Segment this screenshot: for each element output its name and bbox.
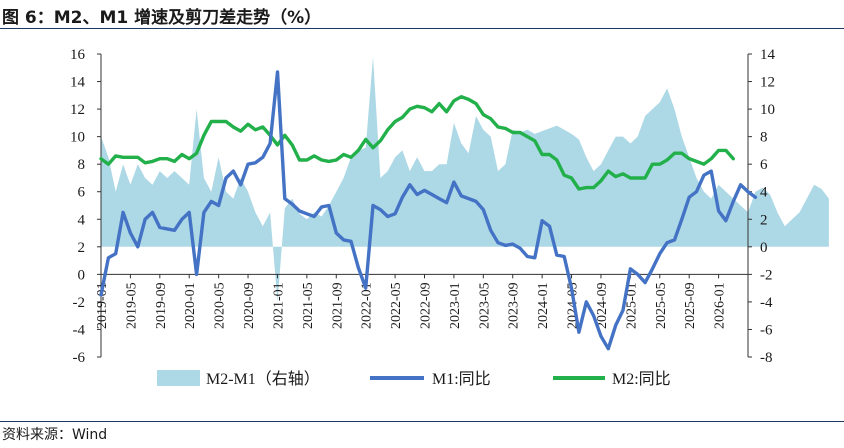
legend-label-m2: M2:同比 bbox=[612, 370, 671, 388]
title-divider bbox=[0, 28, 844, 29]
right-tick-label: -4 bbox=[760, 295, 773, 311]
source-note: 资料来源：Wind bbox=[2, 427, 108, 443]
x-tick-label: 2020-05 bbox=[213, 282, 228, 329]
x-tick-label: 2021-09 bbox=[330, 282, 345, 329]
x-tick-label: 2020-01 bbox=[183, 282, 198, 329]
x-tick-label: 2023-01 bbox=[448, 282, 463, 329]
right-tick-label: 2 bbox=[760, 212, 768, 228]
left-tick-label: -6 bbox=[73, 350, 86, 366]
left-tick-label: 14 bbox=[70, 75, 86, 91]
left-tick-label: 16 bbox=[70, 47, 86, 63]
right-tick-label: 10 bbox=[760, 102, 775, 118]
x-tick-label: 2024-01 bbox=[536, 282, 551, 329]
right-tick-label: 6 bbox=[760, 157, 768, 173]
right-tick-label: -2 bbox=[760, 267, 773, 283]
legend-swatch-spread bbox=[157, 370, 200, 386]
m2-m1-chart: 16 14 12 10 8 6 4 2 0 -2 -4 -6 14 12 10 8 6 4 2 0 -2 -4 -6 -8 20… bbox=[70, 47, 829, 388]
line-layer bbox=[99, 70, 758, 351]
left-tick-label: 4 bbox=[78, 212, 86, 228]
area-m2-m1-spread bbox=[101, 56, 829, 302]
x-tick-label: 2019-01 bbox=[95, 282, 110, 329]
left-tick-label: 2 bbox=[78, 240, 86, 256]
x-tick-label: 2025-09 bbox=[683, 282, 698, 329]
x-tick-label: 2022-01 bbox=[360, 282, 375, 329]
x-tick-label: 2021-01 bbox=[271, 282, 286, 329]
left-tick-label: 12 bbox=[70, 102, 85, 118]
x-tick-label: 2022-09 bbox=[419, 282, 434, 329]
x-tick-label: 2020-09 bbox=[242, 282, 257, 329]
x-tick-label: 2019-05 bbox=[124, 282, 139, 329]
axes-layer: 16 14 12 10 8 6 4 2 0 -2 -4 -6 14 12 10 8 6 4 2 0 -2 -4 -6 -8 20… bbox=[70, 47, 776, 366]
x-tick-label: 2023-05 bbox=[477, 282, 492, 329]
right-tick-label: 4 bbox=[760, 185, 768, 201]
figure-title: 图 6：M2、M1 增速及剪刀差走势（%） bbox=[2, 8, 322, 28]
legend-label-spread: M2-M1（右轴） bbox=[206, 370, 320, 388]
x-tick-label: 2026-01 bbox=[713, 282, 728, 329]
left-tick-label: -2 bbox=[73, 295, 86, 311]
right-tick-label: 14 bbox=[760, 47, 776, 63]
left-tick-label: 6 bbox=[78, 185, 86, 201]
right-tick-label: 12 bbox=[760, 75, 775, 91]
footer-divider bbox=[0, 421, 844, 422]
right-tick-label: -6 bbox=[760, 322, 773, 338]
x-tick-label: 2019-09 bbox=[154, 282, 169, 329]
left-tick-label: 10 bbox=[70, 130, 85, 146]
right-tick-label: 0 bbox=[760, 240, 768, 256]
right-tick-label: -8 bbox=[760, 350, 773, 366]
x-tick-label: 2023-09 bbox=[507, 282, 522, 329]
x-tick-label: 2022-05 bbox=[389, 282, 404, 329]
legend: M2-M1（右轴） M1:同比 M2:同比 bbox=[157, 370, 671, 388]
left-tick-label: -4 bbox=[73, 322, 86, 338]
x-tick-label: 2024-09 bbox=[595, 282, 610, 329]
area-layer bbox=[101, 56, 829, 302]
x-tick-label: 2025-01 bbox=[624, 282, 639, 329]
right-tick-label: 8 bbox=[760, 130, 768, 146]
x-tick-label: 2021-05 bbox=[301, 282, 316, 329]
left-tick-label: 8 bbox=[78, 157, 86, 173]
line-m2-yoy bbox=[99, 94, 735, 191]
x-tick-label: 2025-05 bbox=[654, 282, 669, 329]
legend-label-m1: M1:同比 bbox=[432, 370, 491, 388]
line-m1-yoy bbox=[99, 70, 758, 351]
left-tick-label: 0 bbox=[78, 267, 86, 283]
